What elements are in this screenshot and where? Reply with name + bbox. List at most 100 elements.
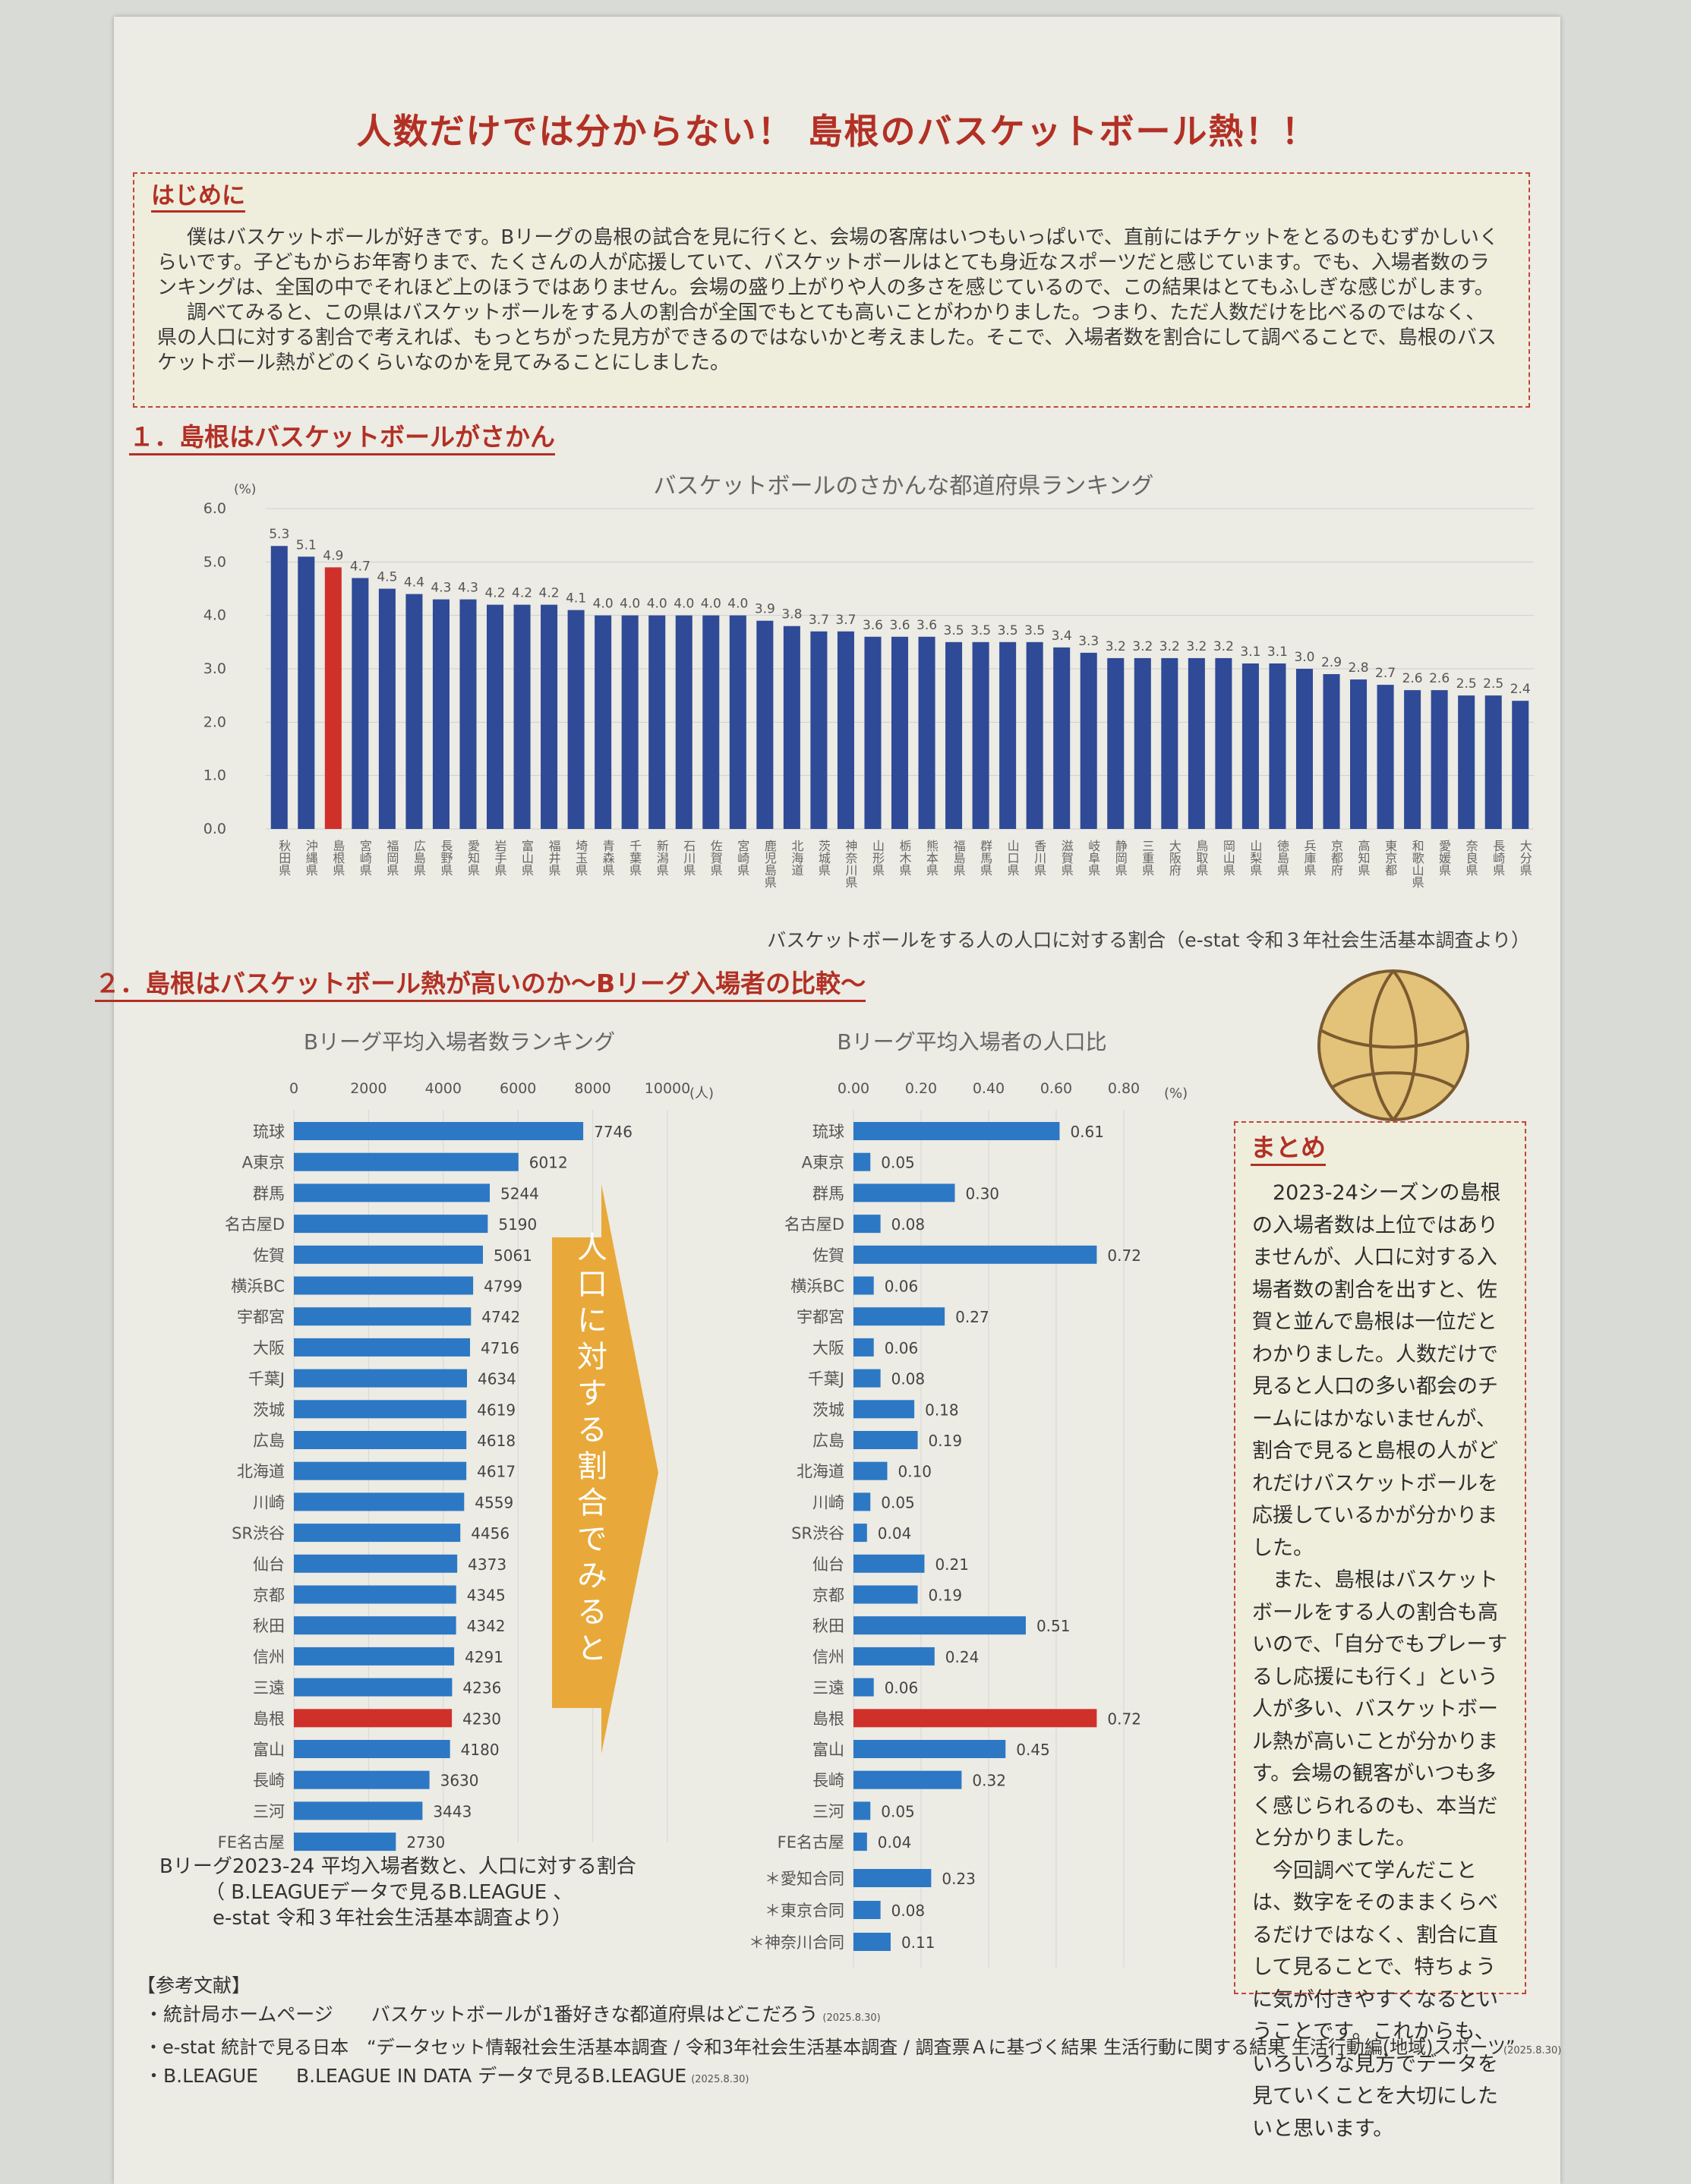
chart2-bar [294, 1709, 453, 1728]
chart1-category-label: 福井県 [547, 840, 561, 876]
chart1-bar [972, 641, 989, 829]
chart2-data-label: 4619 [477, 1401, 516, 1419]
chart2-data-label: 4291 [465, 1648, 503, 1666]
chart2-xtick: 10000 [645, 1080, 690, 1097]
chart2-data-label: 4180 [461, 1741, 500, 1759]
chart1-category-label: 奈良県 [1464, 840, 1478, 876]
chart2-data-label: 5244 [500, 1184, 539, 1202]
chart1-category-label: 大阪府 [1167, 840, 1181, 877]
reference-date-3: (2025.8.30) [691, 2074, 749, 2085]
chart2-bar [294, 1122, 584, 1140]
chart1-category-label: 佐賀県 [708, 840, 723, 876]
chart2-category-label: 三遠 [253, 1679, 285, 1697]
chart1-data-label: 3.2 [1213, 639, 1234, 654]
chart2-category-label: 名古屋D [225, 1215, 285, 1234]
chart2-data-label: 4373 [468, 1555, 506, 1574]
chart3-title: Bリーグ平均入場者の人口比 [837, 1029, 1106, 1054]
chart2-data-label: 4345 [467, 1587, 506, 1605]
chart1-category-label: 山形県 [870, 840, 885, 876]
chart3-data-label: 0.06 [885, 1339, 919, 1357]
chart2-xtick: 0 [289, 1080, 298, 1097]
chart2-bar [294, 1307, 472, 1326]
chart1-bar [567, 610, 585, 829]
chart3-data-label: 0.19 [929, 1432, 963, 1450]
chart1-data-label: 2.8 [1349, 660, 1369, 676]
chart2-category-label: 富山 [253, 1741, 285, 1759]
chart2-xtick: 8000 [574, 1080, 610, 1097]
chart1-data-label: 3.3 [1078, 634, 1099, 649]
chart3-xtick: 0.60 [1040, 1080, 1072, 1097]
chart1-data-label: 4.2 [512, 586, 532, 601]
chart2-bar [294, 1647, 455, 1666]
chart1-category-label: 鹿児島県 [762, 840, 777, 888]
intro-paragraph-1: 僕はバスケットボールが好きです。Bリーグの島根の試合を見に行くと、会場の客席はい… [157, 226, 1499, 299]
chart3-data-label: 0.08 [891, 1370, 926, 1388]
chart3-category-label: 三遠 [812, 1679, 844, 1697]
chart1-data-label: 3.7 [809, 613, 829, 628]
chart1-data-label: 4.2 [484, 586, 505, 601]
chart1-bar [1350, 679, 1368, 829]
chart1-bar [1404, 690, 1421, 829]
chart3-bar [853, 1709, 1097, 1728]
chart1-title: バスケットボールのさかんな都道府県ランキング [653, 473, 1153, 500]
section2-heading: ２．島根はバスケットボール熱が高いのか～Bリーグ入場者の比較～ [95, 968, 866, 1002]
chart2-bar [294, 1492, 465, 1511]
chart2-category-label: 琉球 [253, 1123, 285, 1141]
chart1-data-label: 4.3 [458, 581, 478, 596]
chart3-bar [853, 1400, 915, 1419]
chart1-bar [432, 599, 450, 829]
chart3-data-label: 0.72 [1107, 1246, 1141, 1265]
chart2-category-label: 北海道 [237, 1463, 285, 1481]
chart3-data-label: 0.05 [881, 1154, 915, 1172]
chart3-bar [853, 1276, 874, 1295]
summary-paragraph-3: 今回調べて学んだことは、数字をそのままくらべるだけではなく、割合に直して見ること… [1252, 1858, 1498, 2141]
chart1-data-label: 3.0 [1294, 650, 1314, 665]
chart1-data-label: 3.7 [835, 613, 856, 628]
chart1-bar [729, 615, 746, 829]
chart1-ytick: 6.0 [203, 500, 226, 517]
reference-text-1: ・統計局ホームページ バスケットボールが1番好きな都道府県はどこだろう [144, 2003, 819, 2025]
chart3-bar [853, 1616, 1026, 1635]
chart3-bar [853, 1369, 881, 1388]
reference-date-2: (2025.8.30) [1503, 2045, 1562, 2056]
chart1-category-label: 長野県 [438, 840, 453, 876]
chart1-bar [1431, 690, 1448, 829]
chart3-category-label: 三河 [812, 1802, 844, 1820]
chart3-data-label: 0.32 [972, 1772, 1006, 1790]
poster-title: 人数だけでは分からない！ 島根のバスケットボール熱！！ [356, 111, 1318, 152]
chart1-data-label: 4.0 [701, 597, 721, 612]
chart2-bar [294, 1400, 467, 1419]
chart1-xlabel: バスケットボールをする人の人口に対する割合（e-stat 令和３年社会生活基本調… [767, 929, 1530, 951]
chart1-ylabel: (%) [234, 482, 256, 497]
chart1-bar [459, 599, 477, 829]
chart1-bar [487, 604, 504, 829]
chart1-bar [298, 556, 315, 829]
chart2-bar [294, 1431, 467, 1449]
arrow-text: 人口に対する割合でみると [572, 1231, 607, 1669]
chart2-data-label: 4456 [471, 1524, 510, 1543]
chart1-bar [621, 615, 639, 829]
chart2-data-label: 4236 [462, 1679, 501, 1697]
chart1-category-label: 京都府 [1329, 840, 1343, 877]
chart1-category-label: 広島県 [412, 840, 426, 876]
chart1-bar [1026, 641, 1043, 829]
chart3-data-label: 0.51 [1036, 1617, 1071, 1635]
chart1-category-label: 三重県 [1140, 840, 1154, 876]
chart2-data-label: 5190 [498, 1215, 537, 1234]
chart1-data-label: 3.5 [1024, 623, 1045, 638]
chart1-data-label: 3.4 [1052, 629, 1072, 644]
section1-heading: １．島根はバスケットボールがさかん [129, 421, 555, 455]
chart1-category-label: 愛媛県 [1437, 840, 1451, 876]
chart3-data-label: 0.27 [955, 1308, 989, 1326]
attendance-ranking-chart: Bリーグ平均入場者数ランキング 0 2000 4000 6000 8000 10000(人)… [218, 1029, 714, 1852]
chart1-category-label: 東京都 [1383, 840, 1397, 876]
chart1-bar [1134, 657, 1151, 829]
chart3-data-label: 0.61 [1070, 1123, 1104, 1141]
chart1-category-label: 新潟県 [655, 840, 669, 876]
reference-item-3: ・B.LEAGUE B.LEAGUE IN DATA データで見るB.LEAGU… [137, 2062, 1515, 2094]
chart2-category-label: 横浜BC [231, 1278, 285, 1296]
chart1-category-label: 福島県 [951, 840, 966, 876]
references: 【参考文献】 ・統計局ホームページ バスケットボールが1番好きな都道府県はどこだ… [137, 1971, 1515, 2094]
chart3-data-label: 0.05 [881, 1802, 915, 1820]
chart1-data-label: 4.5 [377, 570, 397, 585]
